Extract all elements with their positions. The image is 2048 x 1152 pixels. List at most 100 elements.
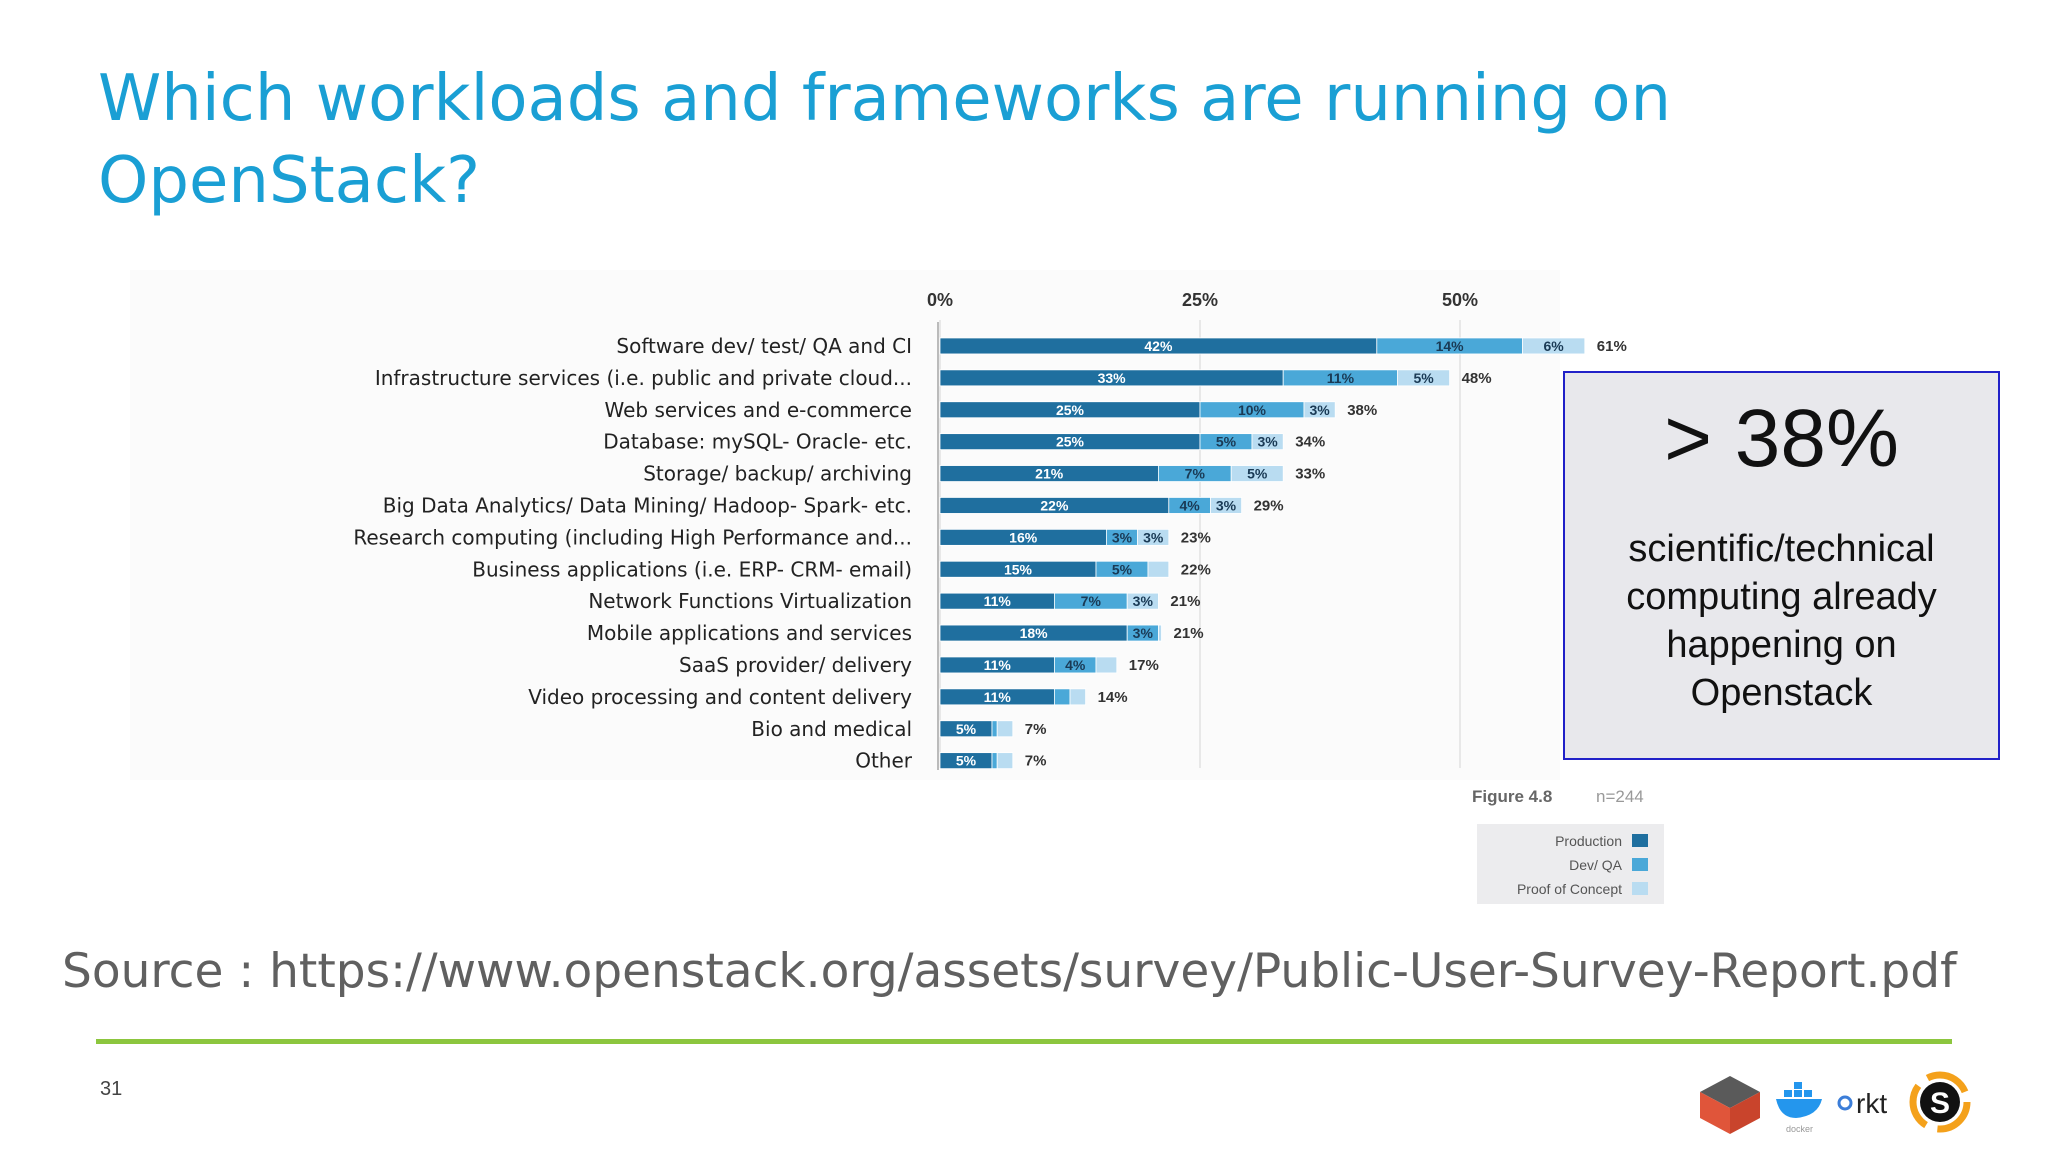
figure-label: Figure 4.8 bbox=[1472, 787, 1552, 806]
bar-segment bbox=[996, 720, 1014, 738]
legend-swatch bbox=[1632, 858, 1648, 871]
bar-value-label: 18% bbox=[1020, 625, 1049, 641]
svg-text:docker: docker bbox=[1786, 1124, 1813, 1134]
container-logos: docker rkt S bbox=[1700, 1071, 1971, 1134]
category-label: Storage/ backup/ archiving bbox=[643, 462, 912, 486]
bar-value-label: 4% bbox=[1179, 497, 1200, 513]
bar-segment bbox=[1158, 624, 1162, 642]
category-label: Mobile applications and services bbox=[587, 621, 912, 645]
bar-segment bbox=[1069, 688, 1087, 706]
bar-value-label: 7% bbox=[1185, 466, 1206, 482]
category-label: Network Functions Virtualization bbox=[588, 589, 912, 613]
total-label: 21% bbox=[1170, 593, 1200, 610]
category-label: Business applications (i.e. ERP- CRM- em… bbox=[472, 557, 912, 581]
docker-whale-icon: docker bbox=[1776, 1082, 1822, 1134]
category-label: Video processing and content delivery bbox=[528, 685, 912, 709]
bar-value-label: 42% bbox=[1144, 338, 1173, 354]
bar-segment bbox=[1137, 528, 1170, 546]
bar-segment bbox=[1210, 497, 1243, 514]
category-label: Software dev/ test/ QA and CI bbox=[616, 334, 912, 358]
bar-value-label: 11% bbox=[984, 593, 1012, 609]
total-label: 21% bbox=[1174, 625, 1204, 642]
bar-value-label: 7% bbox=[1081, 593, 1102, 609]
bar-value-label: 3% bbox=[1133, 593, 1154, 609]
bar-value-label: 5% bbox=[1247, 466, 1268, 482]
bar-segment bbox=[1126, 592, 1159, 610]
cube-logo-icon bbox=[1700, 1076, 1760, 1134]
x-tick-label: 25% bbox=[1182, 290, 1218, 310]
bar-value-label: 5% bbox=[1413, 370, 1434, 386]
singularity-logo-icon: S bbox=[1909, 1071, 1971, 1133]
figure-n: n=244 bbox=[1596, 787, 1644, 806]
bar-segment bbox=[1303, 401, 1336, 419]
legend-label: Proof of Concept bbox=[1517, 881, 1622, 897]
total-label: 33% bbox=[1295, 466, 1325, 483]
total-label: 48% bbox=[1462, 370, 1492, 387]
bar-segment bbox=[1054, 688, 1071, 706]
total-label: 7% bbox=[1025, 753, 1047, 770]
category-label: Big Data Analytics/ Data Mining/ Hadoop-… bbox=[383, 493, 912, 517]
bar-value-label: 3% bbox=[1216, 497, 1237, 513]
category-label: Bio and medical bbox=[751, 717, 912, 741]
total-label: 61% bbox=[1597, 338, 1627, 355]
callout-headline: > 38% bbox=[1664, 393, 1899, 484]
x-tick-label: 0% bbox=[927, 290, 953, 310]
chart-background bbox=[130, 270, 1560, 780]
legend-swatch bbox=[1632, 882, 1648, 895]
total-label: 14% bbox=[1098, 689, 1128, 706]
bar-value-label: 5% bbox=[956, 721, 977, 737]
svg-text:rkt: rkt bbox=[1856, 1088, 1887, 1119]
bar-value-label: 3% bbox=[1133, 625, 1154, 641]
callout-text: scientific/technical computing already h… bbox=[1626, 528, 1937, 714]
svg-text:S: S bbox=[1930, 1087, 1950, 1120]
category-label: Infrastructure services (i.e. public and… bbox=[375, 366, 912, 390]
total-label: 17% bbox=[1129, 657, 1159, 674]
bar-value-label: 5% bbox=[956, 753, 977, 769]
bar-value-label: 10% bbox=[1238, 402, 1267, 418]
bar-value-label: 11% bbox=[1327, 370, 1355, 386]
bar-value-label: 22% bbox=[1040, 497, 1069, 513]
slide-title: Which workloads and frameworks are runni… bbox=[98, 62, 1672, 218]
total-label: 7% bbox=[1025, 721, 1047, 738]
bar-segment bbox=[1397, 369, 1450, 387]
bar-value-label: 25% bbox=[1056, 402, 1085, 418]
total-label: 29% bbox=[1254, 497, 1284, 514]
bar-segment bbox=[1230, 465, 1284, 482]
bar-segment bbox=[1095, 656, 1118, 674]
bar-value-label: 3% bbox=[1112, 529, 1133, 545]
category-label: Web services and e-commerce bbox=[605, 398, 912, 422]
bar-value-label: 5% bbox=[1112, 561, 1133, 577]
category-label: Other bbox=[855, 749, 913, 773]
category-label: Database: mySQL- Oracle- etc. bbox=[603, 430, 912, 454]
bar-value-label: 3% bbox=[1257, 434, 1278, 450]
divider-line bbox=[96, 1039, 1952, 1044]
legend-label: Dev/ QA bbox=[1569, 857, 1623, 873]
category-label: Research computing (including High Perfo… bbox=[353, 525, 912, 549]
total-label: 38% bbox=[1347, 402, 1377, 419]
source-citation: Source : https://www.openstack.org/asset… bbox=[62, 944, 1957, 999]
callout-box: > 38% scientific/technical computing alr… bbox=[1563, 371, 2000, 760]
bar-value-label: 3% bbox=[1309, 402, 1330, 418]
bar-segment bbox=[991, 752, 998, 770]
bar-value-label: 5% bbox=[1216, 434, 1237, 450]
bar-segment bbox=[1251, 433, 1284, 451]
total-label: 23% bbox=[1181, 529, 1211, 546]
legend-swatch bbox=[1632, 834, 1648, 847]
bar-value-label: 4% bbox=[1065, 657, 1086, 673]
bar-segment bbox=[991, 720, 998, 738]
total-label: 34% bbox=[1295, 434, 1325, 451]
bar-value-label: 6% bbox=[1543, 338, 1564, 354]
bar-segment bbox=[996, 752, 1014, 770]
bar-value-label: 11% bbox=[984, 657, 1012, 673]
x-tick-label: 50% bbox=[1442, 290, 1478, 310]
bar-value-label: 16% bbox=[1009, 529, 1038, 545]
total-label: 22% bbox=[1181, 561, 1211, 578]
bar-value-label: 15% bbox=[1004, 561, 1033, 577]
rkt-logo-icon: rkt bbox=[1837, 1088, 1887, 1119]
bar-value-label: 14% bbox=[1436, 338, 1465, 354]
legend-label: Production bbox=[1555, 833, 1622, 849]
category-label: SaaS provider/ delivery bbox=[679, 653, 912, 677]
bar-value-label: 3% bbox=[1143, 529, 1164, 545]
page-number: 31 bbox=[100, 1078, 123, 1100]
